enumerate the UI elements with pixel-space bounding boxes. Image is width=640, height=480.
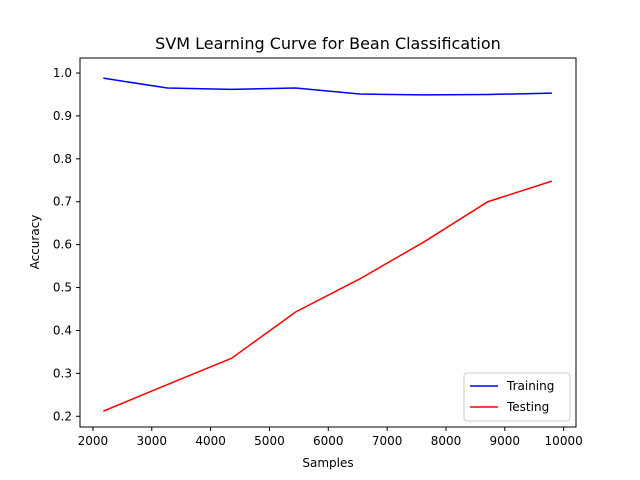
- y-tick-label: 0.5: [53, 281, 72, 295]
- y-tick-label: 0.9: [53, 109, 72, 123]
- x-tick-label: 4000: [195, 434, 226, 448]
- x-tick-label: 9000: [490, 434, 521, 448]
- legend-label-testing: Testing: [506, 400, 549, 414]
- chart-title: SVM Learning Curve for Bean Classificati…: [155, 34, 501, 53]
- y-tick-label: 0.3: [53, 366, 72, 380]
- series-line-testing: [103, 180, 553, 412]
- series-line-training: [103, 77, 552, 96]
- y-axis-label: Accuracy: [28, 215, 42, 270]
- x-tick-label: 5000: [254, 434, 285, 448]
- x-tick-label: 10000: [545, 434, 583, 448]
- y-tick-label: 0.4: [53, 323, 72, 337]
- x-tick-label: 3000: [137, 434, 168, 448]
- legend-label-training: Training: [506, 379, 554, 393]
- x-tick-label: 8000: [431, 434, 462, 448]
- legend: Training Testing: [463, 372, 571, 422]
- x-axis-label: Samples: [302, 456, 353, 470]
- x-tick-label: 2000: [78, 434, 109, 448]
- plot-frame: [79, 57, 577, 428]
- x-tick-label: 6000: [313, 434, 344, 448]
- y-tick-label: 0.2: [53, 409, 72, 423]
- x-tick-label: 7000: [372, 434, 403, 448]
- y-tick-label: 0.6: [53, 238, 72, 252]
- legend-box: [463, 372, 571, 422]
- y-tick-label: 0.8: [53, 152, 72, 166]
- y-tick-label: 0.7: [53, 195, 72, 209]
- y-tick-label: 1.0: [53, 66, 72, 80]
